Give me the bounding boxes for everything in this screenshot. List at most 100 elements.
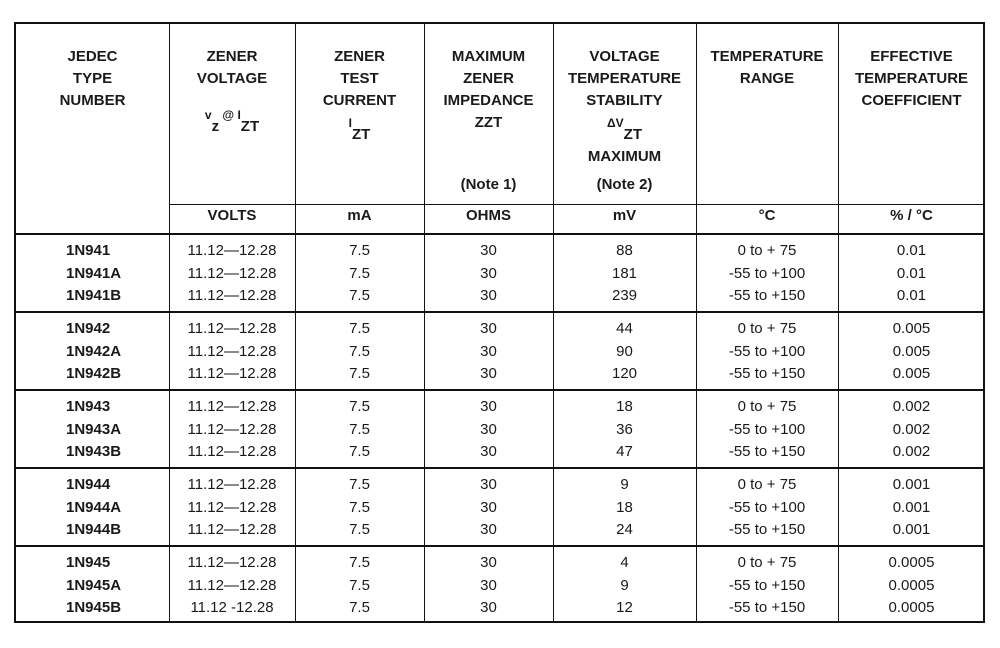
table-cell: 7.5 — [349, 521, 370, 538]
table-cell: 11.12—12.28 — [187, 264, 277, 282]
table-cell: 11.12—12.28 — [187, 576, 277, 594]
table-cell: 239 — [611, 287, 638, 304]
table-cell: -55 to +100 — [728, 420, 806, 438]
column-divider — [295, 24, 296, 621]
symbol-sub: ZT — [623, 126, 642, 143]
table-cell: 30 — [480, 498, 497, 516]
table-cell: 7.5 — [349, 576, 370, 594]
table-cell: 0.0005 — [888, 599, 935, 616]
table-cell: 36 — [616, 420, 633, 438]
table-cell: 0.001 — [892, 498, 931, 516]
column-divider — [169, 24, 170, 621]
table-cell: 0 to + 75 — [737, 242, 797, 259]
type-number: 1N943 — [66, 398, 111, 415]
table-cell: 7.5 — [349, 420, 370, 438]
table-cell: 30 — [480, 443, 497, 460]
group-divider — [16, 389, 983, 391]
table-cell: 7.5 — [349, 554, 370, 571]
zener-diode-spec-table: JEDEC TYPE NUMBER ZENER VOLTAGE vz @ IZT VOLTS… — [14, 22, 985, 623]
table-cell: 0.005 — [892, 320, 931, 337]
table-cell: 11.12—12.28 — [187, 287, 277, 304]
type-number: 1N941B — [66, 287, 122, 304]
table-cell: 7.5 — [349, 498, 370, 516]
header-5: TEMPERATURE RANGE — [696, 46, 838, 90]
table-cell: 44 — [616, 320, 633, 337]
header-line: TEMPERATURE — [710, 48, 824, 65]
table-cell: 30 — [480, 420, 497, 438]
table-cell: -55 to +100 — [728, 264, 806, 282]
type-number: 1N943A — [66, 420, 122, 438]
type-number: 1N942B — [66, 365, 122, 382]
unit-label: OHMS — [466, 207, 511, 224]
header-line: TEMPERATURE — [854, 70, 969, 87]
table-cell: 0.001 — [892, 521, 931, 538]
table-cell: 7.5 — [349, 365, 370, 382]
table-cell: 7.5 — [349, 599, 370, 616]
table-cell: -55 to +150 — [728, 599, 806, 616]
header-note: (Note 2) — [596, 176, 653, 193]
group-divider — [16, 233, 983, 235]
table-cell: -55 to +100 — [728, 342, 806, 360]
symbol-sub2: ZT — [240, 118, 260, 135]
table-cell: 0.01 — [896, 264, 927, 282]
table-cell: 7.5 — [349, 320, 370, 337]
table-cell: 0.0005 — [888, 576, 935, 594]
table-cell: 9 — [620, 576, 629, 594]
header-1: ZENER VOLTAGE vz @ IZT — [169, 46, 295, 138]
header-line: TYPE — [72, 70, 113, 87]
table-cell: 120 — [611, 365, 638, 382]
table-cell: 11.12—12.28 — [187, 320, 277, 337]
table-cell: 11.12—12.28 — [187, 365, 277, 382]
table-cell: -55 to +150 — [728, 443, 806, 460]
header-line: RANGE — [739, 70, 795, 87]
table-cell: 18 — [616, 398, 633, 415]
header-line: JEDEC — [67, 48, 118, 65]
type-number: 1N941 — [66, 242, 111, 259]
column-divider — [696, 24, 697, 621]
header-line: MAXIMUM — [587, 148, 662, 165]
header-line: IMPEDANCE — [443, 92, 534, 109]
table-cell: 11.12 -12.28 — [190, 599, 274, 616]
table-cell: -55 to +150 — [728, 521, 806, 538]
table-cell: 11.12—12.28 — [187, 554, 277, 571]
table-cell: 0 to + 75 — [737, 554, 797, 571]
table-cell: 7.5 — [349, 342, 370, 360]
table-cell: 88 — [616, 242, 633, 259]
table-cell: 30 — [480, 287, 497, 304]
group-divider — [16, 467, 983, 469]
table-cell: 0.005 — [892, 342, 931, 360]
header-line: STABILITY — [586, 92, 663, 109]
header-line: ZENER — [206, 48, 258, 65]
table-cell: 30 — [480, 521, 497, 538]
table-cell: 11.12—12.28 — [187, 498, 277, 516]
header-4: VOLTAGE TEMPERATURE STABILITY ΔVZT MAXIMUM — [553, 46, 696, 168]
group-divider — [16, 545, 983, 547]
table-cell: 9 — [620, 476, 629, 493]
table-cell: 11.12—12.28 — [187, 242, 277, 259]
header-line: EFFECTIVE — [870, 48, 953, 65]
table-cell: 11.12—12.28 — [187, 521, 277, 538]
table-cell: 30 — [480, 599, 497, 616]
header-line: VOLTAGE — [196, 70, 268, 87]
table-cell: 24 — [616, 521, 633, 538]
type-number: 1N944A — [66, 498, 122, 516]
table-cell: 30 — [480, 342, 497, 360]
header-line: ZENER — [334, 48, 385, 65]
type-number: 1N945B — [66, 599, 122, 616]
table-cell: 30 — [480, 554, 497, 571]
header-symbol: ΔVZT — [553, 112, 696, 146]
table-cell: 11.12—12.28 — [187, 398, 277, 415]
unit-label: mV — [612, 207, 637, 224]
table-cell: -55 to +150 — [728, 576, 806, 594]
table-cell: 0 to + 75 — [737, 320, 797, 337]
header-line: CURRENT — [322, 92, 397, 109]
table-cell: 30 — [480, 242, 497, 259]
symbol-mid: @ I — [219, 108, 241, 122]
table-cell: 11.12—12.28 — [187, 420, 277, 438]
type-number: 1N942A — [66, 342, 122, 360]
table-cell: 7.5 — [349, 476, 370, 493]
table-cell: 30 — [480, 264, 497, 282]
type-number: 1N944B — [66, 521, 122, 538]
table-cell: 0.01 — [896, 242, 927, 259]
symbol-main: ΔV — [607, 116, 624, 130]
